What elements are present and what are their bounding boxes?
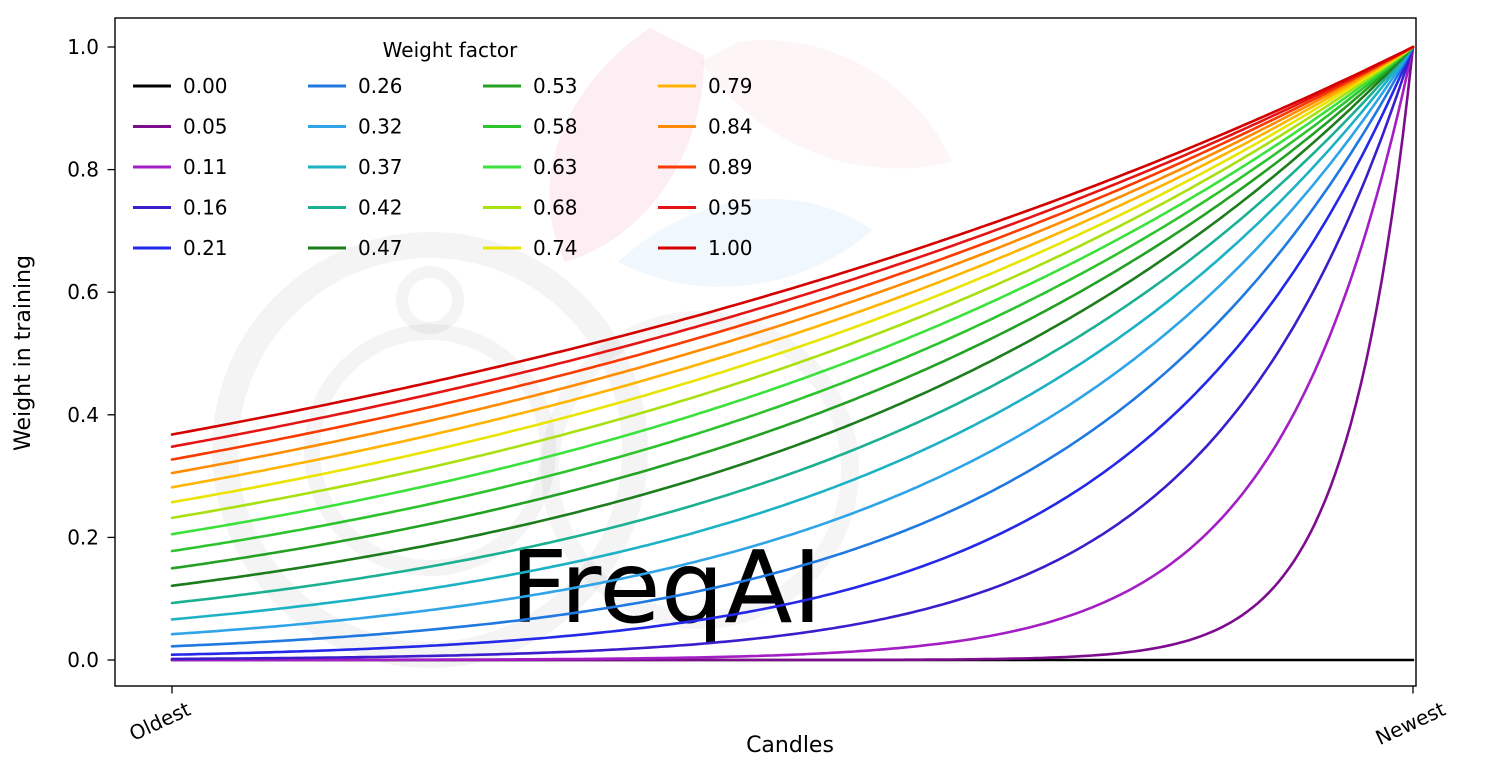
- x-tick-label: Newest: [1372, 697, 1450, 750]
- y-tick-label: 1.0: [67, 35, 99, 59]
- legend-entry-0.32: 0.32: [308, 115, 403, 139]
- legend-entry-0.42: 0.42: [308, 196, 403, 220]
- legend-entry-0.79: 0.79: [658, 74, 753, 98]
- watermark-crown-icon: [396, 266, 464, 334]
- series-line-0.32: [170, 45, 1415, 636]
- legend-label: 0.79: [708, 74, 753, 98]
- series-line-1.00: [170, 45, 1415, 436]
- legend: Weight factor 0.000.050.110.160.210.260.…: [133, 38, 753, 260]
- x-tick-label: Oldest: [125, 697, 194, 746]
- series-line-0.68: [170, 45, 1415, 520]
- legend-label: 0.32: [358, 115, 403, 139]
- legend-entry-0.11: 0.11: [133, 155, 228, 179]
- legend-entry-0.47: 0.47: [308, 236, 403, 260]
- watermark-text: FreqAI: [510, 529, 822, 646]
- legend-label: 0.74: [533, 236, 578, 260]
- y-tick-label: 0.4: [67, 403, 99, 427]
- series-line-0.21: [170, 45, 1415, 657]
- watermark-ring-inner-icon: [304, 324, 556, 576]
- legend-entry-0.53: 0.53: [483, 74, 578, 98]
- legend-label: 0.11: [183, 155, 228, 179]
- legend-entry-0.05: 0.05: [133, 115, 228, 139]
- series-line-0.37: [170, 45, 1415, 621]
- legend-entry-0.21: 0.21: [133, 236, 228, 260]
- legend-entry-0.16: 0.16: [133, 196, 228, 220]
- legend-label: 0.84: [708, 115, 753, 139]
- series-line-0.58: [170, 45, 1415, 553]
- series-line-0.63: [170, 45, 1415, 536]
- legend-label: 0.42: [358, 196, 403, 220]
- series-line-0.11: [170, 45, 1415, 662]
- legend-entry-0.26: 0.26: [308, 74, 403, 98]
- legend-label: 0.21: [183, 236, 228, 260]
- chart-series: [170, 45, 1415, 662]
- legend-label: 0.58: [533, 115, 578, 139]
- series-line-0.74: [170, 45, 1415, 504]
- series-line-0.95: [170, 45, 1415, 449]
- legend-label: 0.05: [183, 115, 228, 139]
- legend-label: 0.00: [183, 74, 228, 98]
- series-line-0.79: [170, 45, 1415, 489]
- series-line-0.26: [170, 45, 1415, 648]
- x-axis-label: Candles: [746, 733, 834, 758]
- legend-label: 1.00: [708, 236, 753, 260]
- legend-entry-0.37: 0.37: [308, 155, 403, 179]
- watermark-petal-blue-icon: [618, 198, 872, 287]
- legend-entry-0.84: 0.84: [658, 115, 753, 139]
- y-tick-label: 0.6: [67, 280, 99, 304]
- series-line-0.16: [170, 45, 1415, 661]
- series-line-0.42: [170, 45, 1415, 605]
- plot-border: [114, 17, 1417, 687]
- legend-label: 0.37: [358, 155, 403, 179]
- legend-label: 0.68: [533, 196, 578, 220]
- legend-label: 0.53: [533, 74, 578, 98]
- legend-entry-0.95: 0.95: [658, 196, 753, 220]
- y-tick-label: 0.0: [67, 648, 99, 672]
- legend-entry-0.68: 0.68: [483, 196, 578, 220]
- series-line-0.47: [170, 45, 1415, 588]
- legend-label: 0.26: [358, 74, 403, 98]
- series-line-0.84: [170, 45, 1415, 475]
- series-line-0.53: [170, 45, 1415, 570]
- legend-entry-0.00: 0.00: [133, 74, 228, 98]
- y-axis-label: Weight in training: [11, 255, 36, 451]
- y-tick-label: 0.2: [67, 525, 99, 549]
- legend-label: 0.89: [708, 155, 753, 179]
- legend-label: 0.16: [183, 196, 228, 220]
- y-tick-label: 0.8: [67, 158, 99, 182]
- legend-entry-0.63: 0.63: [483, 155, 578, 179]
- legend-title: Weight factor: [383, 38, 518, 62]
- watermark-petal-rose-icon: [700, 40, 952, 169]
- legend-label: 0.63: [533, 155, 578, 179]
- legend-entry-0.74: 0.74: [483, 236, 578, 260]
- legend-entry-0.89: 0.89: [658, 155, 753, 179]
- legend-entry-1.00: 1.00: [658, 236, 753, 260]
- legend-label: 0.95: [708, 196, 753, 220]
- legend-label: 0.47: [358, 236, 403, 260]
- legend-entries: 0.00 0.05 0.11 0.16 0.21 0.26 0.32 0.37 0.42 0.47…: [133, 74, 753, 260]
- legend-entry-0.58: 0.58: [483, 115, 578, 139]
- series-line-0.89: [170, 45, 1415, 461]
